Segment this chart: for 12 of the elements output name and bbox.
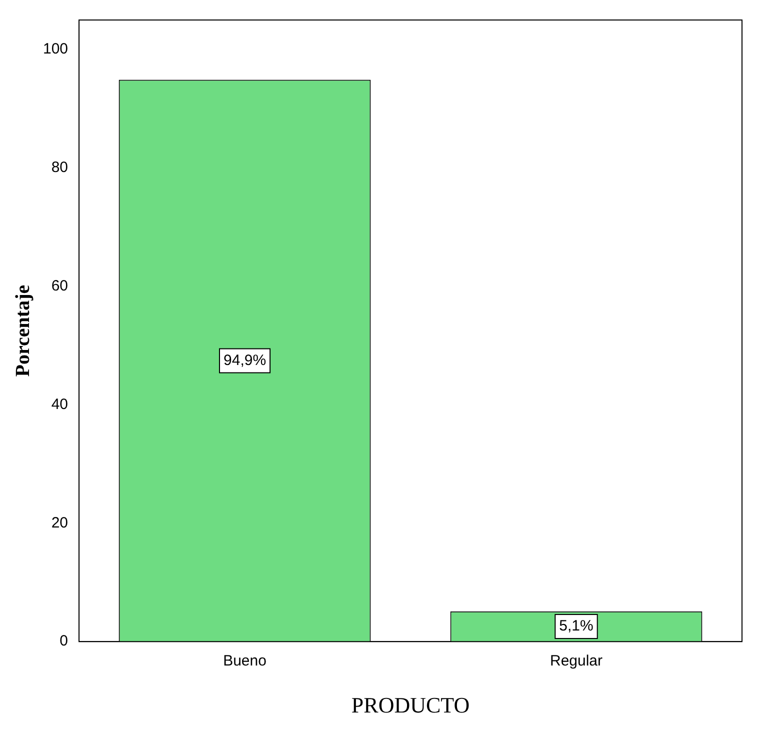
x-tick-label: Regular — [550, 652, 603, 670]
y-tick-label: 100 — [42, 40, 68, 58]
x-axis-title: PRODUCTO — [351, 692, 470, 718]
data-label: 94,9% — [223, 352, 266, 369]
y-tick-label: 60 — [51, 278, 68, 295]
x-tick-label: Bueno — [223, 652, 266, 670]
y-tick-label: 40 — [51, 396, 68, 413]
y-tick-label: 0 — [60, 632, 68, 650]
y-tick-label: 80 — [51, 159, 68, 176]
y-tick-label: 20 — [51, 514, 68, 532]
data-label: 5,1% — [559, 618, 594, 635]
y-axis-title: Porcentaje — [12, 284, 34, 377]
